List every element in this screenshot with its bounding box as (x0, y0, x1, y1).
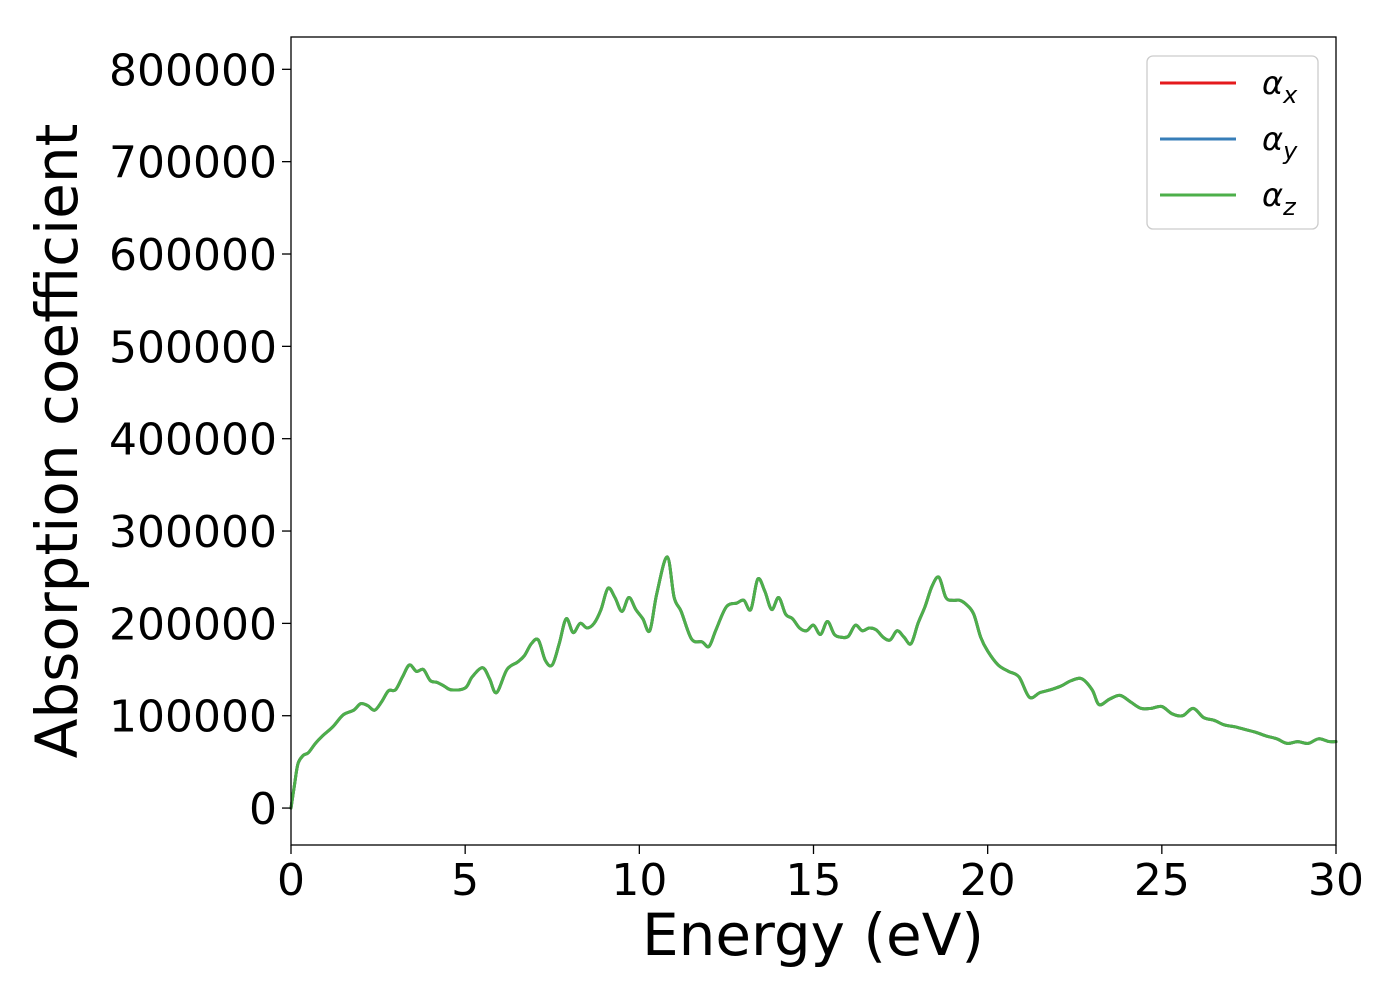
x-tick-label: 20 (960, 855, 1016, 906)
legend-label-alpha-x: αx (1262, 64, 1298, 109)
x-tick-label: 0 (277, 855, 305, 906)
legend: αx αy αz (1146, 55, 1319, 230)
y-tick-label: 100000 (109, 692, 277, 743)
series-layer (289, 555, 1338, 810)
y-axis-label: Absorption coefficient (23, 124, 91, 759)
y-tick-label: 700000 (109, 138, 277, 189)
legend-box (1146, 55, 1319, 230)
y-tick-label: 500000 (109, 322, 277, 373)
y-tick-label: 400000 (109, 415, 277, 466)
y-tick-label: 600000 (109, 230, 277, 281)
y-axis: 0 100000 200000 300000 400000 500000 600000 700… (109, 45, 291, 835)
x-tick-label: 15 (786, 855, 842, 906)
x-axis: 0 5 10 15 20 25 30 (277, 845, 1364, 906)
x-tick-label: 30 (1308, 855, 1364, 906)
x-axis-label: Energy (eV) (642, 901, 984, 969)
y-tick-label: 0 (249, 784, 277, 835)
legend-label-alpha-z: αz (1262, 176, 1297, 221)
series-line-alpha-z (289, 555, 1338, 810)
x-tick-label: 25 (1134, 855, 1190, 906)
legend-label-alpha-y: αy (1262, 120, 1298, 165)
x-tick-label: 10 (611, 855, 667, 906)
x-tick-label: 5 (451, 855, 479, 906)
y-tick-label: 200000 (109, 599, 277, 650)
y-tick-label: 300000 (109, 507, 277, 558)
y-tick-label: 800000 (109, 45, 277, 96)
